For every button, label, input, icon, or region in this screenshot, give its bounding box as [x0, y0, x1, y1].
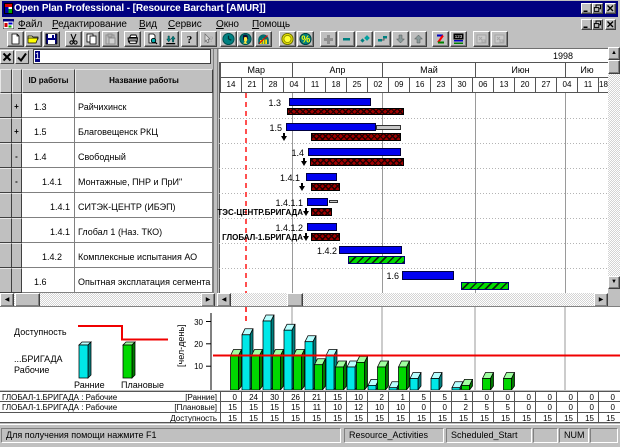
svg-text:123: 123: [455, 34, 463, 39]
svg-text:?: ?: [209, 35, 213, 44]
svg-text:?: ?: [186, 34, 192, 45]
svg-text:%: %: [301, 35, 310, 45]
